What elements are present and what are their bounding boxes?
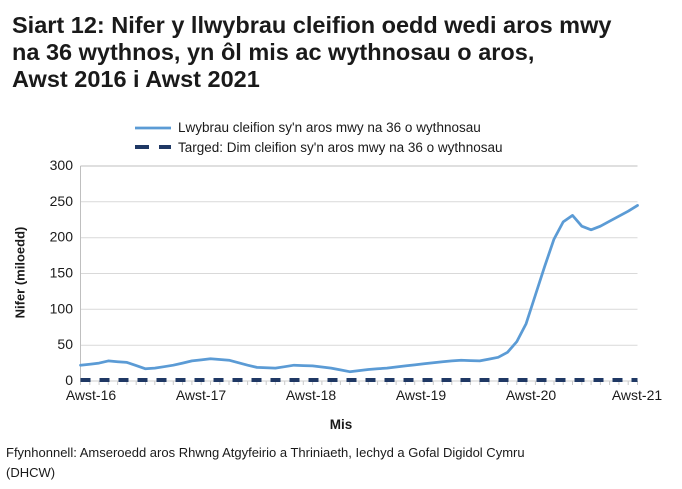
svg-text:200: 200 [50, 229, 74, 245]
svg-text:Awst-19: Awst-19 [396, 387, 447, 400]
svg-text:0: 0 [65, 372, 73, 388]
svg-text:Awst-21: Awst-21 [612, 387, 663, 400]
svg-text:Awst-16: Awst-16 [66, 387, 117, 400]
svg-text:250: 250 [50, 193, 74, 209]
svg-text:Awst-20: Awst-20 [506, 387, 557, 400]
svg-text:100: 100 [50, 300, 74, 316]
svg-text:150: 150 [50, 265, 74, 281]
svg-text:Awst-17: Awst-17 [176, 387, 227, 400]
svg-text:50: 50 [57, 336, 73, 352]
svg-text:Awst-18: Awst-18 [286, 387, 337, 400]
svg-text:300: 300 [50, 160, 74, 173]
